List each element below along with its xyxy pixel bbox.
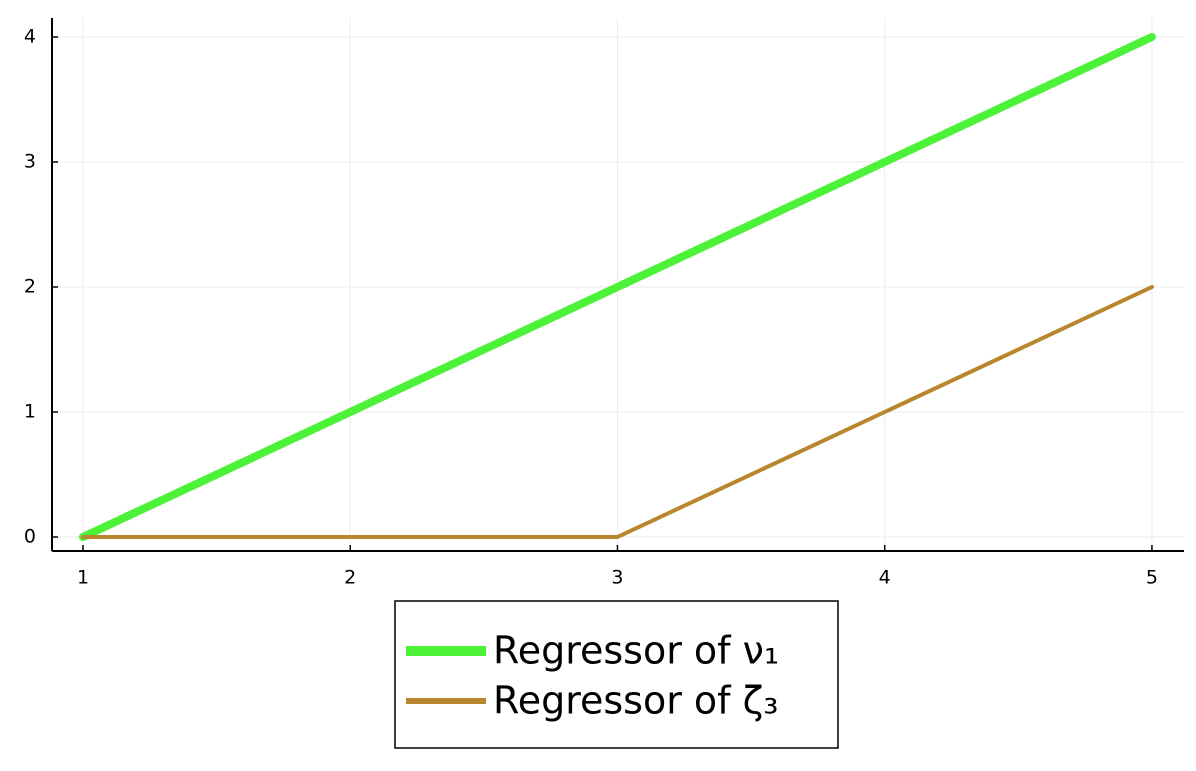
legend-label: Regressor of ν₁ [493,629,779,673]
x-tick-label: 4 [879,567,891,589]
line-series [80,285,1154,539]
x-tick-label: 2 [344,567,356,589]
x-tick-label: 3 [611,567,623,589]
line-series [78,33,1156,541]
x-tick-label: 5 [1146,567,1158,589]
y-tick-label: 3 [24,151,36,173]
y-tick-label: 2 [24,276,36,298]
y-tick-label: 4 [24,26,36,48]
y-tick-label: 1 [24,401,36,423]
legend-box [394,600,839,749]
y-tick-label: 0 [24,526,36,548]
x-tick-label: 1 [77,567,89,589]
legend-label: Regressor of ζ₃ [493,679,779,723]
